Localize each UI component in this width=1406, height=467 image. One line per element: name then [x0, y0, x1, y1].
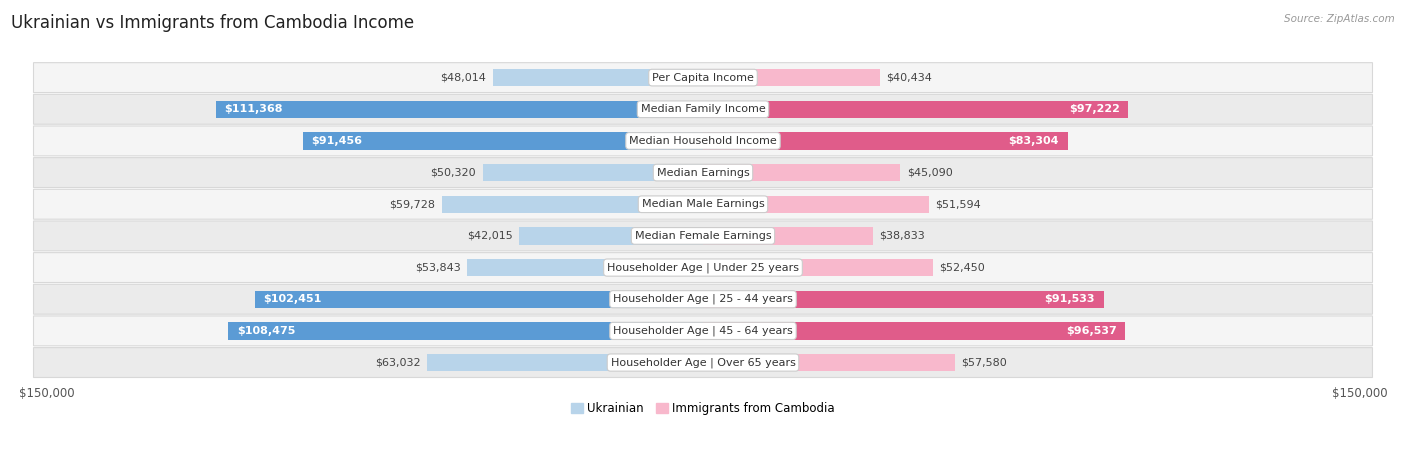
Bar	[302, 132, 703, 149]
FancyBboxPatch shape	[34, 221, 1372, 251]
Text: Median Female Earnings: Median Female Earnings	[634, 231, 772, 241]
Text: $45,090: $45,090	[907, 168, 953, 177]
Bar	[467, 259, 703, 276]
Bar	[215, 100, 703, 118]
Bar	[494, 69, 703, 86]
Text: $53,843: $53,843	[415, 262, 461, 273]
Text: Householder Age | 25 - 44 years: Householder Age | 25 - 44 years	[613, 294, 793, 304]
Bar	[703, 354, 955, 371]
FancyBboxPatch shape	[34, 63, 1372, 92]
Text: $91,533: $91,533	[1045, 294, 1095, 304]
Bar	[703, 227, 873, 245]
Text: $102,451: $102,451	[263, 294, 322, 304]
Bar	[228, 322, 703, 340]
Text: $51,594: $51,594	[935, 199, 981, 209]
Bar	[482, 164, 703, 181]
Text: Per Capita Income: Per Capita Income	[652, 72, 754, 83]
Text: $38,833: $38,833	[880, 231, 925, 241]
FancyBboxPatch shape	[34, 347, 1372, 377]
FancyBboxPatch shape	[34, 316, 1372, 346]
Text: Median Household Income: Median Household Income	[628, 136, 778, 146]
FancyBboxPatch shape	[34, 158, 1372, 188]
Bar	[703, 164, 900, 181]
Bar	[703, 259, 932, 276]
Bar	[441, 196, 703, 213]
Legend: Ukrainian, Immigrants from Cambodia: Ukrainian, Immigrants from Cambodia	[567, 397, 839, 420]
Text: $50,320: $50,320	[430, 168, 477, 177]
Text: $108,475: $108,475	[238, 326, 295, 336]
Text: $91,456: $91,456	[312, 136, 363, 146]
Text: $48,014: $48,014	[440, 72, 486, 83]
Bar	[703, 322, 1125, 340]
Bar	[254, 290, 703, 308]
Bar	[703, 132, 1067, 149]
Bar	[519, 227, 703, 245]
Text: Source: ZipAtlas.com: Source: ZipAtlas.com	[1284, 14, 1395, 24]
Text: $83,304: $83,304	[1008, 136, 1059, 146]
Bar	[703, 100, 1129, 118]
FancyBboxPatch shape	[34, 284, 1372, 314]
Text: Ukrainian vs Immigrants from Cambodia Income: Ukrainian vs Immigrants from Cambodia In…	[11, 14, 415, 32]
Bar	[427, 354, 703, 371]
Text: Householder Age | 45 - 64 years: Householder Age | 45 - 64 years	[613, 325, 793, 336]
Text: Householder Age | Over 65 years: Householder Age | Over 65 years	[610, 357, 796, 368]
FancyBboxPatch shape	[34, 253, 1372, 283]
Text: $42,015: $42,015	[467, 231, 513, 241]
Bar	[703, 196, 929, 213]
FancyBboxPatch shape	[34, 189, 1372, 219]
Bar	[703, 69, 880, 86]
Text: $96,537: $96,537	[1066, 326, 1116, 336]
Text: Median Male Earnings: Median Male Earnings	[641, 199, 765, 209]
Text: $63,032: $63,032	[375, 358, 420, 368]
Bar	[703, 290, 1104, 308]
Text: $57,580: $57,580	[962, 358, 1007, 368]
Text: $59,728: $59,728	[389, 199, 434, 209]
FancyBboxPatch shape	[34, 126, 1372, 156]
Text: Median Family Income: Median Family Income	[641, 104, 765, 114]
FancyBboxPatch shape	[34, 94, 1372, 124]
Text: Median Earnings: Median Earnings	[657, 168, 749, 177]
Text: $40,434: $40,434	[887, 72, 932, 83]
Text: $52,450: $52,450	[939, 262, 984, 273]
Text: $111,368: $111,368	[225, 104, 283, 114]
Text: Householder Age | Under 25 years: Householder Age | Under 25 years	[607, 262, 799, 273]
Text: $97,222: $97,222	[1069, 104, 1119, 114]
